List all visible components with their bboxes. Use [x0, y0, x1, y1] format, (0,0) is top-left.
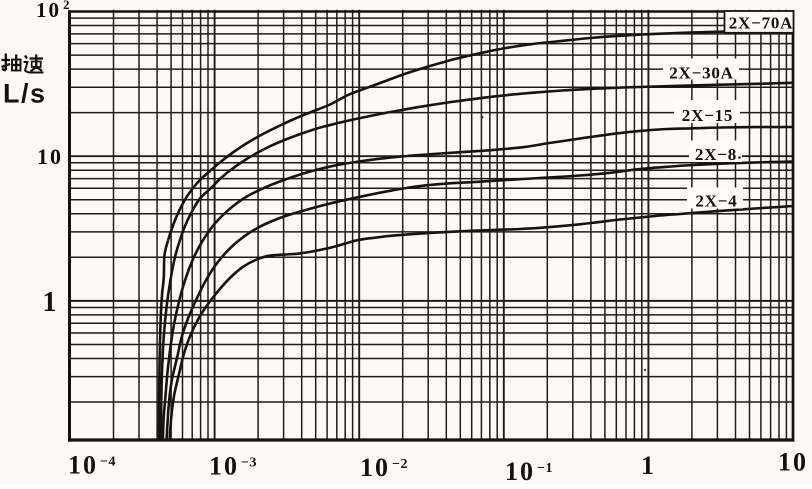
svg-text:2X−30A: 2X−30A	[669, 64, 734, 83]
svg-text:1: 1	[641, 451, 654, 480]
svg-text:10−1: 10 −1	[505, 457, 553, 484]
svg-text:10: 10	[37, 144, 63, 169]
svg-text:2X−70A: 2X−70A	[729, 13, 794, 32]
svg-text:1: 1	[43, 287, 57, 318]
svg-text:2X−8: 2X−8	[695, 145, 737, 164]
svg-text:L/s: L/s	[3, 79, 47, 109]
svg-text:2X−15: 2X−15	[682, 106, 733, 125]
svg-text:2X−4: 2X−4	[695, 192, 737, 211]
svg-text:10: 10	[778, 448, 808, 477]
